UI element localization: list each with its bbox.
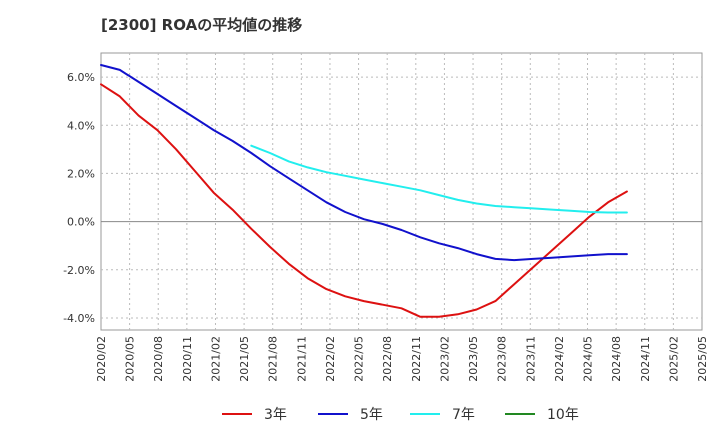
x-tick-label: 2024/08	[610, 336, 623, 382]
x-tick-label: 2021/05	[238, 336, 251, 382]
x-tick-label: 2023/05	[467, 336, 480, 382]
x-tick-label: 2020/11	[181, 336, 194, 382]
x-tick-label: 2022/05	[353, 336, 366, 382]
y-tick-label: -2.0%	[63, 264, 95, 277]
y-tick-label: 4.0%	[67, 119, 95, 132]
y-tick-label: 6.0%	[67, 71, 95, 84]
series-line-7年	[250, 144, 628, 214]
legend-label: 3年	[264, 407, 287, 423]
x-tick-label: 2020/02	[95, 336, 108, 382]
legend-label: 5年	[360, 407, 383, 423]
x-tick-label: 2024/05	[582, 336, 595, 382]
x-tick-label: 2025/05	[696, 336, 709, 382]
x-tick-label: 2023/08	[496, 336, 509, 382]
x-tick-label: 2021/02	[209, 336, 222, 382]
legend-label: 10年	[547, 407, 579, 423]
legend-label: 7年	[452, 407, 475, 423]
x-tick-label: 2022/11	[410, 336, 423, 382]
x-tick-label: 2022/08	[381, 336, 394, 382]
x-tick-label: 2023/11	[524, 336, 537, 382]
x-tick-label: 2025/02	[667, 336, 680, 382]
x-tick-label: 2021/08	[267, 336, 280, 382]
x-tick-label: 2021/11	[295, 336, 308, 382]
x-tick-label: 2020/05	[124, 336, 137, 382]
series-line-5年	[100, 64, 628, 262]
y-tick-label: -4.0%	[63, 312, 95, 325]
y-tick-label: 2.0%	[67, 167, 95, 180]
x-tick-label: 2020/08	[152, 336, 165, 382]
y-tick-label: 0.0%	[67, 216, 95, 229]
x-tick-label: 2023/02	[438, 336, 451, 382]
x-tick-label: 2022/02	[324, 336, 337, 382]
series-line-3年	[100, 83, 628, 318]
chart-title: [2300] ROAの平均値の推移	[101, 16, 303, 34]
plot-frame	[100, 52, 703, 331]
x-tick-label: 2024/11	[639, 336, 652, 382]
x-tick-label: 2024/02	[553, 336, 566, 382]
